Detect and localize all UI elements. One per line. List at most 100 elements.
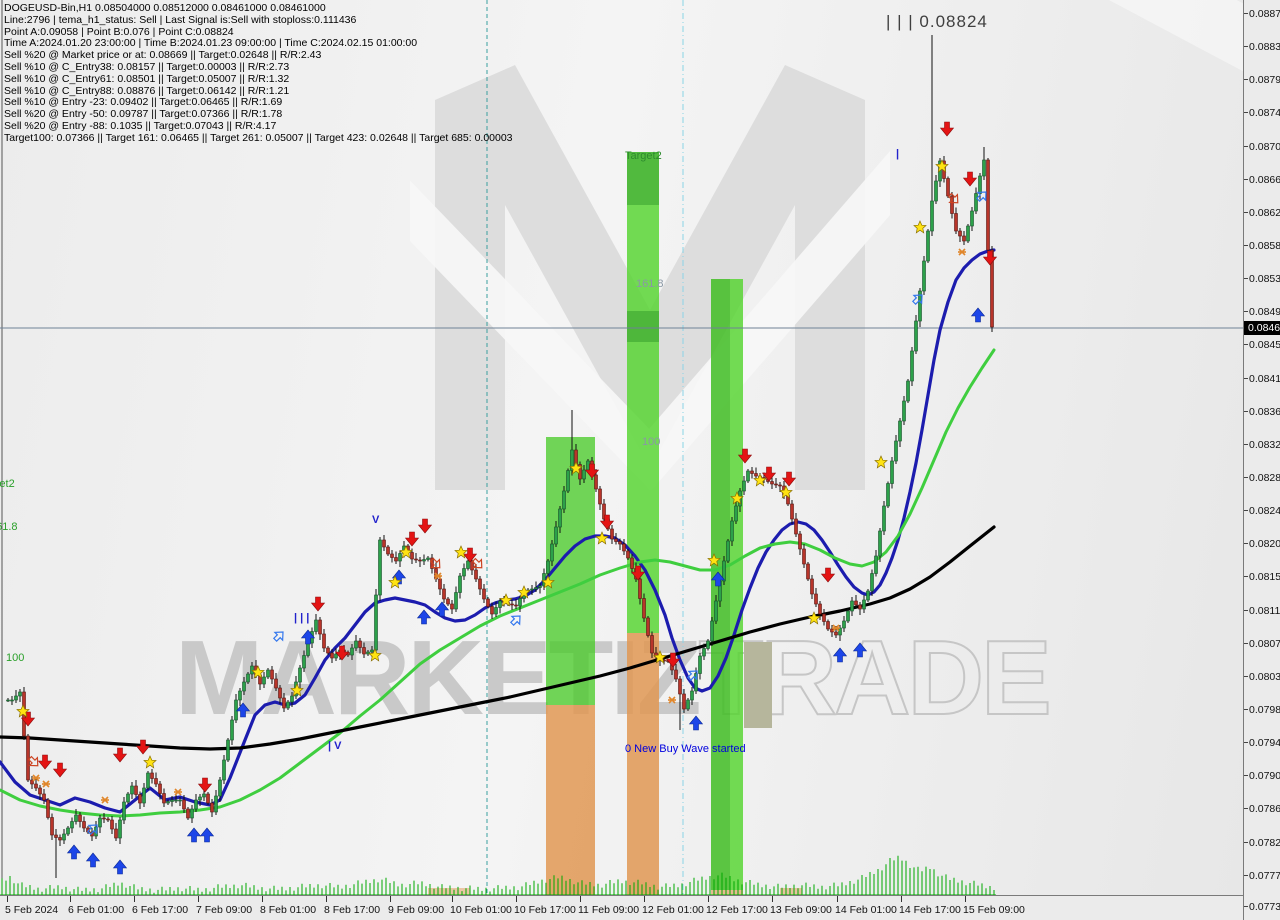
star-icon	[753, 473, 767, 487]
volume-histogram	[0, 855, 996, 895]
price-tick	[1244, 709, 1248, 710]
chart-plot-area[interactable]: MARKETIZTRADE DOGEUSD-Bin,H1 0.08504000 …	[0, 0, 1243, 895]
price-tick	[1244, 245, 1248, 246]
sell-arrow-icon	[52, 762, 68, 778]
price-axis-label: 0.08285	[1249, 472, 1280, 484]
info-line: Sell %10 @ C_Entry61: 0.08501 || Target:…	[4, 72, 290, 85]
time-tick	[390, 896, 391, 902]
signal-markers	[16, 121, 998, 875]
star-icon	[874, 455, 888, 469]
fib-edge-label: 100	[6, 652, 25, 664]
hollow-sell-arrow-icon	[27, 755, 39, 767]
price-tick	[1244, 742, 1248, 743]
price-tick	[1244, 311, 1248, 312]
price-tick	[1244, 378, 1248, 379]
sell-arrow-icon	[404, 531, 420, 547]
price-tick	[1244, 13, 1248, 14]
price-tick	[1244, 576, 1248, 577]
price-axis-label: 0.08157	[1249, 571, 1280, 583]
price-axis-label: 0.08073	[1249, 638, 1280, 650]
sell-arrow-icon	[417, 518, 433, 534]
buy-arrow-icon	[970, 307, 986, 323]
buy-arrow-icon	[832, 647, 848, 663]
buy-wave-signal-text: 0 New Buy Wave started	[625, 743, 746, 755]
info-line: Sell %10 @ C_Entry38: 0.08157 || Target:…	[4, 60, 290, 73]
hollow-buy-arrow-icon	[911, 294, 923, 306]
sell-arrow-icon	[197, 777, 213, 793]
price-tick	[1244, 212, 1248, 213]
info-line: Sell %20 @ Entry -50: 0.09787 || Target:…	[4, 108, 283, 121]
fib-zone	[627, 633, 659, 895]
wave-numeral: V	[372, 514, 380, 526]
price-tick	[1244, 906, 1248, 907]
hollow-buy-arrow-icon	[509, 615, 521, 627]
sell-arrow-icon	[599, 514, 615, 530]
point-c-price-annotation: | | | 0.08824	[886, 12, 988, 31]
time-axis-label: 13 Feb 09:00	[770, 904, 832, 916]
sell-arrow-icon	[630, 565, 646, 581]
star-icon	[779, 485, 793, 499]
price-tick	[1244, 278, 1248, 279]
time-tick	[772, 896, 773, 902]
star-icon	[569, 461, 583, 475]
price-axis-label: 0.08115	[1249, 605, 1280, 617]
price-axis-label: 0.08537	[1249, 273, 1280, 285]
time-axis-label: 5 Feb 2024	[5, 904, 59, 916]
price-axis-label: 0.08495	[1249, 306, 1280, 318]
buy-arrow-icon	[688, 715, 704, 731]
sell-arrow-icon	[462, 547, 478, 563]
time-axis-label: 11 Feb 09:00	[578, 904, 640, 916]
price-axis-label: 0.07989	[1249, 704, 1280, 716]
hollow-sell-arrow-icon	[429, 557, 441, 569]
price-axis-label: 0.08031	[1249, 671, 1280, 683]
price-tick	[1244, 842, 1248, 843]
price-axis-label: 0.08748	[1249, 107, 1280, 119]
time-axis-label: 8 Feb 17:00	[324, 904, 381, 916]
buy-arrow-icon	[199, 827, 215, 843]
star-icon	[517, 585, 531, 599]
price-axis-label: 0.08833	[1249, 41, 1280, 53]
fib-zone-label: Target2	[625, 150, 662, 162]
sell-arrow-icon	[37, 754, 53, 770]
price-axis-label: 0.08369	[1249, 406, 1280, 418]
candlestick-chart[interactable]	[0, 0, 1243, 895]
buy-arrow-icon	[710, 571, 726, 587]
time-tick	[198, 896, 199, 902]
wave-numeral: | | |	[294, 612, 310, 624]
buy-arrow-icon	[66, 844, 82, 860]
price-axis-label: 0.08706	[1249, 141, 1280, 153]
time-axis-label: 12 Feb 17:00	[706, 904, 768, 916]
info-line: Time A:2024.01.20 23:00:00 | Time B:2024…	[4, 37, 418, 50]
price-axis-label: 0.07947	[1249, 737, 1280, 749]
price-tick	[1244, 46, 1248, 47]
info-line: Sell %10 @ C_Entry88: 0.08876 || Target:…	[4, 84, 290, 97]
info-line: Sell %20 @ Market price or at: 0.08669 |…	[4, 49, 322, 62]
price-axis-label: 0.08327	[1249, 439, 1280, 451]
sell-arrow-icon	[939, 121, 955, 137]
price-axis-label: 0.08453	[1249, 339, 1280, 351]
star-icon	[251, 665, 265, 679]
star-icon	[595, 531, 609, 545]
time-axis-label: 14 Feb 01:00	[835, 904, 897, 916]
star-icon	[935, 159, 949, 173]
time-axis-label: 6 Feb 01:00	[68, 904, 125, 916]
buy-arrow-icon	[434, 601, 450, 617]
price-tick	[1244, 477, 1248, 478]
star-icon	[541, 575, 555, 589]
price-tick	[1244, 444, 1248, 445]
time-tick	[262, 896, 263, 902]
time-tick	[965, 896, 966, 902]
time-axis[interactable]: 5 Feb 2024 6 Feb 01:00 6 Feb 17:00 7 Feb 09…	[0, 895, 1243, 920]
buy-arrow-icon	[300, 629, 316, 645]
hollow-buy-arrow-icon	[272, 631, 284, 643]
sell-arrow-icon	[781, 471, 797, 487]
price-tick	[1244, 543, 1248, 544]
info-line: Target100: 0.07366 || Target 161: 0.0646…	[4, 131, 513, 144]
price-axis-label: 0.08875	[1249, 8, 1280, 20]
price-axis-label: 0.07863	[1249, 803, 1280, 815]
info-line: Sell %20 @ Entry -88: 0.1035 || Target:0…	[4, 119, 277, 132]
sell-arrow-icon	[761, 466, 777, 482]
